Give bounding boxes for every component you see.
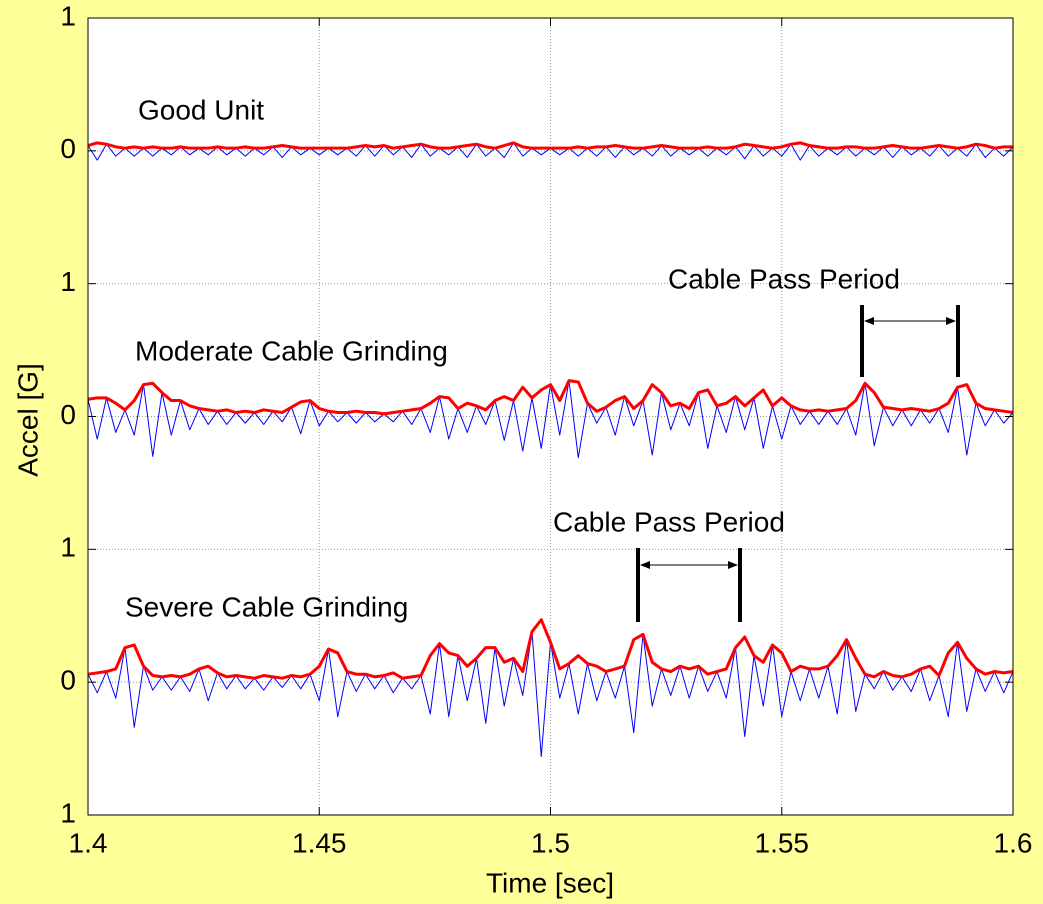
period-bracket bbox=[860, 305, 960, 377]
data-layer bbox=[87, 141, 1014, 758]
annotation: Cable Pass Period bbox=[553, 506, 785, 537]
x-tick-label: 1.4 bbox=[69, 827, 108, 858]
y-tick-label: 1 bbox=[60, 0, 76, 31]
x-tick-label: 1.55 bbox=[755, 827, 810, 858]
annotation: Good Unit bbox=[138, 94, 264, 125]
signal-line bbox=[87, 618, 1014, 680]
y-tick-label: 1 bbox=[60, 532, 76, 563]
y-tick-label: 0 bbox=[60, 399, 76, 430]
x-axis-label: Time [sec] bbox=[486, 867, 614, 898]
y-tick-label: 0 bbox=[60, 665, 76, 696]
x-tick-label: 1.5 bbox=[531, 827, 570, 858]
period-bracket bbox=[636, 548, 742, 622]
signal-line bbox=[87, 379, 1014, 416]
annotation: Severe Cable Grinding bbox=[125, 591, 408, 622]
y-axis-label: Accel [G] bbox=[12, 363, 43, 477]
y-tick-label: 1 bbox=[60, 266, 76, 297]
y-tick-label: 0 bbox=[60, 133, 76, 164]
x-tick-label: 1.6 bbox=[994, 827, 1033, 858]
annotation: Moderate Cable Grinding bbox=[135, 335, 448, 366]
x-tick-label: 1.45 bbox=[292, 827, 347, 858]
y-tick-label: 1 bbox=[60, 797, 76, 828]
annotation: Cable Pass Period bbox=[668, 263, 900, 294]
signal-line bbox=[87, 141, 1013, 150]
